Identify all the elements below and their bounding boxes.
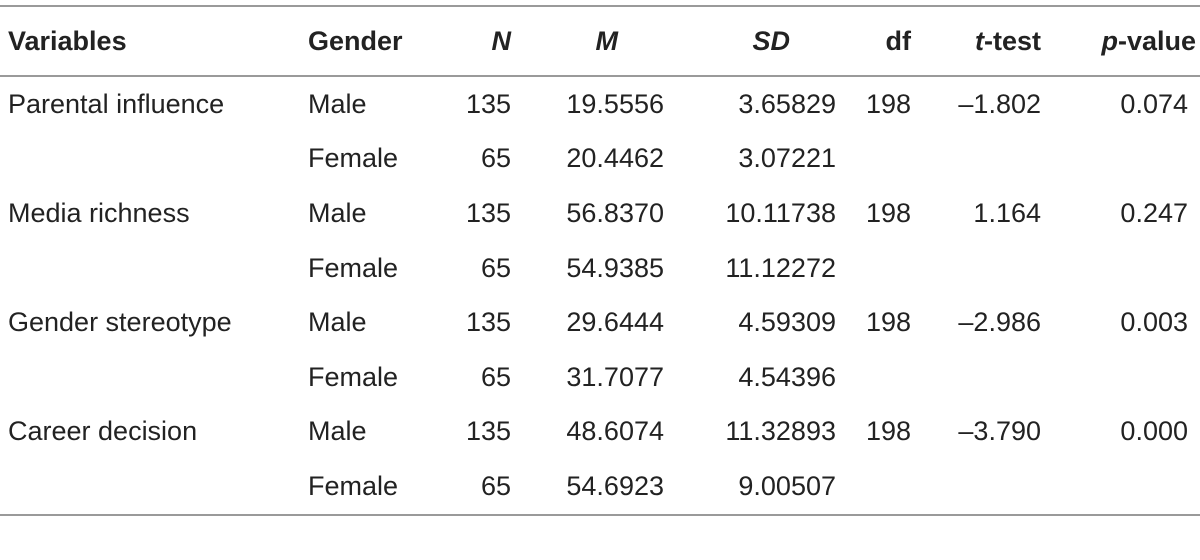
gender-cell: Male: [308, 416, 367, 447]
df-cell: [840, 132, 915, 187]
n-cell: 65: [480, 361, 511, 392]
header-cell: SD: [668, 6, 840, 77]
sd-cell: 4.59309: [738, 307, 836, 338]
gender-cell: Female: [308, 143, 399, 174]
variable-cell: [0, 350, 300, 405]
n-cell: 65: [480, 252, 511, 283]
header-cell: p-value: [1045, 6, 1200, 77]
df-cell: [840, 350, 915, 405]
variable-cell: [0, 241, 300, 296]
variable-cell: Career decision: [8, 416, 198, 447]
variable-cell: [0, 132, 300, 187]
t-cell: –2.986: [958, 307, 1041, 338]
df-cell: 198: [865, 197, 911, 228]
df-cell: [840, 241, 915, 296]
table-body: Parental influence Male 135 19.5556 3.65829 1…: [0, 76, 1200, 515]
df-cell: 198: [865, 416, 911, 447]
gender-cell: Male: [308, 197, 367, 228]
t-cell: [915, 459, 1045, 515]
p-cell: 0.074: [1120, 88, 1188, 119]
header-cell: M: [515, 6, 668, 77]
data-row: Female 65 54.9385 11.12272: [0, 241, 1200, 296]
data-row: Parental influence Male 135 19.5556 3.65829 1…: [0, 76, 1200, 132]
mean-cell: 20.4462: [566, 143, 664, 174]
gender-cell: Male: [308, 88, 367, 119]
data-row: Female 65 54.6923 9.00507: [0, 459, 1200, 515]
variable-cell: Media richness: [8, 197, 190, 228]
t-cell: [915, 132, 1045, 187]
t-cell: –1.802: [958, 88, 1041, 119]
n-cell: 135: [465, 307, 511, 338]
header-cell: df: [840, 6, 915, 77]
t-cell: [915, 241, 1045, 296]
variable-cell: Parental influence: [8, 88, 225, 119]
t-cell: –3.790: [958, 416, 1041, 447]
data-row: Media richness Male 135 56.8370 10.11738 198 1…: [0, 186, 1200, 241]
mean-cell: 54.9385: [566, 252, 664, 283]
t-cell: 1.164: [973, 197, 1041, 228]
gender-cell: Male: [308, 307, 367, 338]
sd-cell: 10.11738: [725, 197, 836, 228]
mean-cell: 29.6444: [566, 307, 664, 338]
sd-cell: 11.12272: [725, 252, 836, 283]
n-cell: 65: [480, 470, 511, 501]
df-cell: 198: [865, 88, 911, 119]
header-cell: t-test: [915, 6, 1045, 77]
data-row: Female 65 20.4462 3.07221: [0, 132, 1200, 187]
header-row: Variables Gender N M SD df t-test p-valu…: [0, 6, 1200, 77]
p-cell: 0.003: [1120, 307, 1188, 338]
variable-cell: [0, 459, 300, 515]
mean-cell: 48.6074: [566, 416, 664, 447]
gender-cell: Female: [308, 470, 399, 501]
header-cell: N: [445, 6, 515, 77]
n-cell: 65: [480, 143, 511, 174]
header-cell: Gender: [300, 6, 445, 77]
gender-cell: Female: [308, 361, 399, 392]
mean-cell: 54.6923: [566, 470, 664, 501]
sd-cell: 11.32893: [725, 416, 836, 447]
p-cell: [1045, 241, 1200, 296]
sd-cell: 3.07221: [738, 143, 836, 174]
df-cell: 198: [865, 307, 911, 338]
data-row: Career decision Male 135 48.6074 11.32893 198…: [0, 405, 1200, 460]
p-cell: 0.247: [1120, 197, 1188, 228]
data-row: Female 65 31.7077 4.54396: [0, 350, 1200, 405]
n-cell: 135: [465, 416, 511, 447]
n-cell: 135: [465, 197, 511, 228]
mean-cell: 19.5556: [566, 88, 664, 119]
data-row: Gender stereotype Male 135 29.6444 4.59309 19…: [0, 295, 1200, 350]
stats-table: Variables Gender N M SD df t-test p-valu…: [0, 5, 1200, 516]
header-cell: Variables: [0, 6, 300, 77]
sd-cell: 9.00507: [738, 470, 836, 501]
sd-cell: 4.54396: [738, 361, 836, 392]
n-cell: 135: [465, 88, 511, 119]
mean-cell: 31.7077: [566, 361, 664, 392]
mean-cell: 56.8370: [566, 197, 664, 228]
gender-cell: Female: [308, 252, 399, 283]
p-cell: [1045, 350, 1200, 405]
p-cell: 0.000: [1120, 416, 1188, 447]
sd-cell: 3.65829: [738, 88, 836, 119]
df-cell: [840, 459, 915, 515]
p-cell: [1045, 459, 1200, 515]
t-cell: [915, 350, 1045, 405]
variable-cell: Gender stereotype: [8, 307, 232, 338]
p-cell: [1045, 132, 1200, 187]
